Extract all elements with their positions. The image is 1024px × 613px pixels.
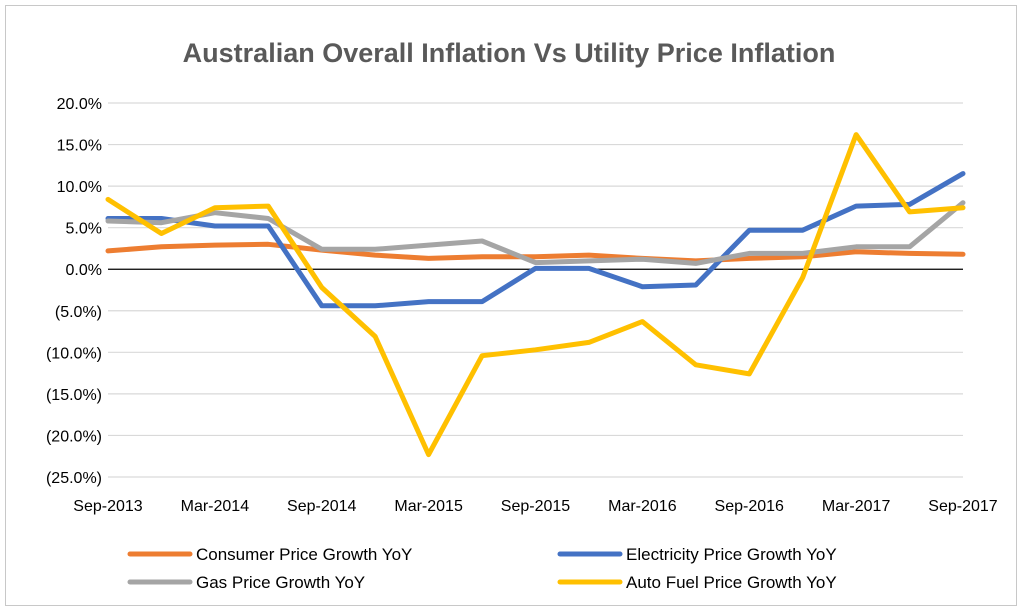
chart-frame — [5, 5, 1017, 606]
gridlines — [108, 102, 963, 478]
y-tick-label: (5.0%) — [55, 304, 102, 321]
x-tick-label: Mar-2017 — [822, 498, 891, 515]
series-lines — [105, 132, 966, 458]
legend-label: Gas Price Growth YoY — [196, 573, 365, 592]
x-tick-label: Sep-2017 — [928, 498, 997, 515]
legend-label: Electricity Price Growth YoY — [626, 545, 837, 564]
y-tick-label: (20.0%) — [46, 428, 102, 445]
series-line — [105, 132, 966, 458]
y-tick-label: (15.0%) — [46, 387, 102, 404]
x-tick-label: Mar-2014 — [181, 498, 250, 515]
chart-title: Australian Overall Inflation Vs Utility … — [183, 38, 836, 68]
y-tick-label: 20.0% — [57, 96, 102, 113]
y-tick-label: 5.0% — [66, 221, 102, 238]
x-tick-label: Sep-2013 — [73, 498, 142, 515]
series-line — [105, 171, 966, 309]
legend-label: Consumer Price Growth YoY — [196, 545, 412, 564]
series-line — [105, 200, 966, 266]
x-tick-label: Sep-2016 — [715, 498, 784, 515]
y-tick-label: 0.0% — [66, 262, 102, 279]
y-tick-label: 15.0% — [57, 138, 102, 155]
y-tick-label: 10.0% — [57, 179, 102, 196]
y-tick-label: (25.0%) — [46, 470, 102, 487]
x-tick-label: Mar-2015 — [394, 498, 463, 515]
y-axis-ticks: 20.0% 15.0% 10.0% 5.0% 0.0% (5.0%) (10.0%) (15.… — [46, 96, 102, 487]
x-tick-label: Mar-2016 — [608, 498, 677, 515]
x-tick-label: Sep-2014 — [287, 498, 356, 515]
x-axis-ticks: Sep-2013 Mar-2014 Sep-2014 Mar-2015 Sep-2015… — [73, 498, 997, 515]
series-line — [105, 241, 966, 264]
legend-label: Auto Fuel Price Growth YoY — [626, 573, 837, 592]
legend: Consumer Price Growth YoY Electricity Pri… — [127, 545, 837, 592]
y-tick-label: (10.0%) — [46, 345, 102, 362]
x-tick-label: Sep-2015 — [501, 498, 570, 515]
